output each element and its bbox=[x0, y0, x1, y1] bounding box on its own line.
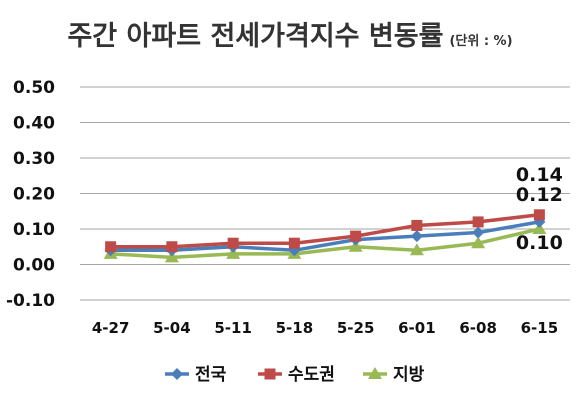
data-point bbox=[472, 226, 485, 239]
series-line bbox=[110, 213, 540, 249]
series-line bbox=[110, 227, 540, 260]
data-point bbox=[348, 239, 363, 252]
data-point bbox=[164, 250, 179, 263]
y-tick-label: 0.00 bbox=[13, 256, 55, 276]
y-tick-label: -0.10 bbox=[6, 291, 55, 311]
y-tick-label: 0.10 bbox=[13, 220, 55, 240]
data-label: 0.10 bbox=[516, 232, 563, 254]
legend: 전국 수도권 지방 bbox=[165, 365, 425, 385]
data-point bbox=[264, 368, 276, 380]
data-point bbox=[368, 367, 382, 379]
unit-note: (단위 : %) bbox=[449, 34, 513, 49]
data-point bbox=[532, 222, 547, 234]
data-label: 0.14 bbox=[516, 164, 563, 186]
x-tick-label: 5-11 bbox=[214, 319, 252, 337]
data-point bbox=[409, 243, 424, 256]
legend-item: 전국 bbox=[165, 365, 227, 385]
data-point bbox=[105, 241, 117, 253]
x-tick-label: 4-27 bbox=[92, 319, 130, 337]
data-point bbox=[171, 368, 183, 380]
data-labels: 0.140.12 0.10 bbox=[516, 164, 563, 254]
x-tick-label: 5-25 bbox=[337, 319, 375, 337]
x-tick-label: 5-04 bbox=[153, 319, 191, 337]
x-tick-label: 6-15 bbox=[521, 319, 559, 337]
series-lines bbox=[103, 209, 547, 263]
chart-title: 주간 아파트 전세가격지수 변동률 (단위 : %) bbox=[0, 14, 580, 53]
gridlines bbox=[80, 86, 570, 301]
y-tick-label: 0.30 bbox=[13, 149, 55, 169]
data-point bbox=[226, 246, 241, 259]
legend-item: 지방 bbox=[363, 365, 425, 385]
data-point bbox=[533, 209, 545, 221]
data-point bbox=[288, 237, 300, 249]
legend-label: 수도권 bbox=[288, 365, 335, 385]
y-tick-label: 0.20 bbox=[13, 185, 55, 205]
data-point bbox=[411, 219, 423, 231]
data-point bbox=[410, 230, 423, 243]
legend-item: 수도권 bbox=[258, 365, 335, 385]
legend-label: 전국 bbox=[195, 365, 227, 385]
series-수도권 bbox=[105, 209, 545, 253]
y-tick-label: 0.40 bbox=[13, 114, 55, 134]
data-point bbox=[471, 236, 486, 249]
x-axis-ticks: 4-27 5-04 5-11 5-18 5-25 6-01 6-08 6-15 bbox=[92, 319, 558, 337]
data-point bbox=[350, 230, 362, 242]
y-tick-label: 0.50 bbox=[13, 78, 55, 98]
series-line bbox=[110, 220, 540, 253]
legend-label: 지방 bbox=[393, 365, 425, 385]
chart-title-text: 주간 아파트 전세가격지수 변동률 bbox=[67, 21, 444, 52]
x-tick-label: 6-01 bbox=[398, 319, 436, 337]
data-point bbox=[166, 241, 178, 253]
x-tick-label: 6-08 bbox=[459, 319, 497, 337]
x-tick-label: 5-18 bbox=[276, 319, 314, 337]
y-axis-ticks: 0.50 0.40 0.30 0.20 0.10 0.00 -0.10 bbox=[6, 78, 55, 311]
data-label: 0.12 bbox=[516, 184, 563, 206]
data-point bbox=[227, 237, 239, 249]
data-point bbox=[472, 216, 484, 228]
